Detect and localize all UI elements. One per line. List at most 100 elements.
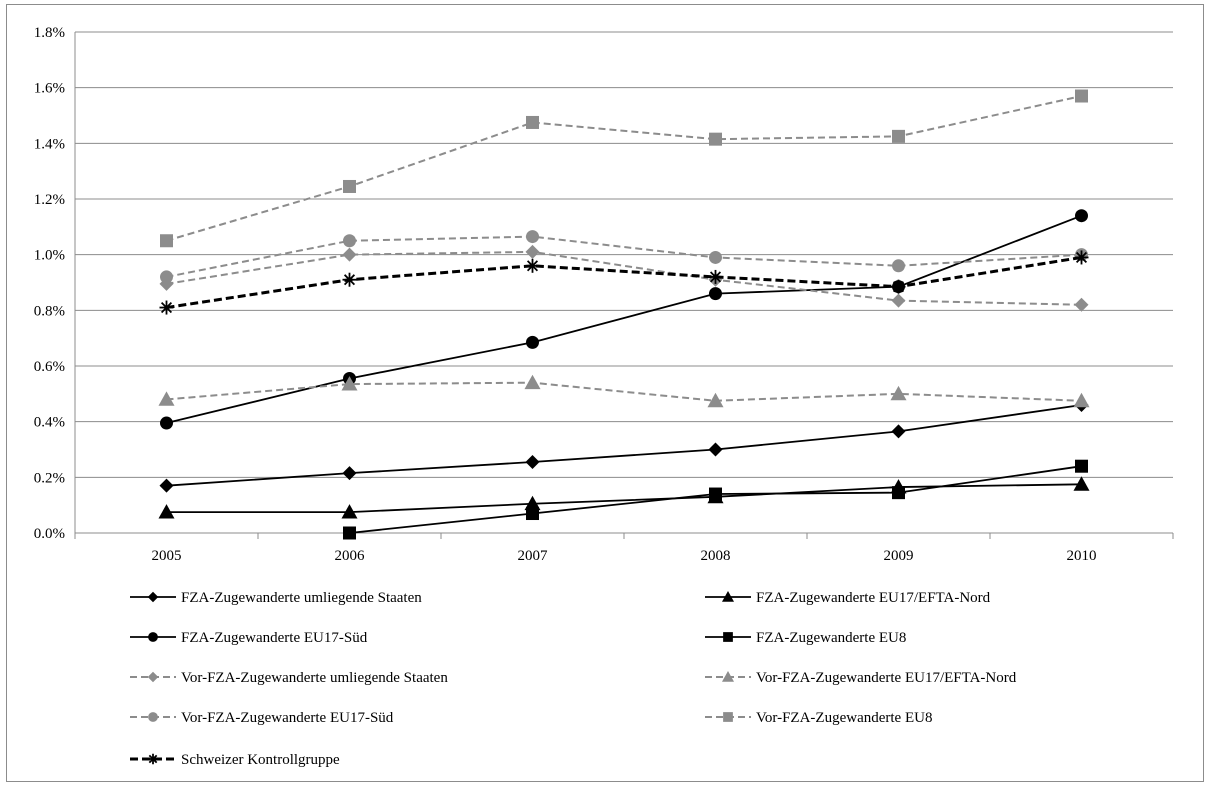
x-tick-labels: 2005 2006 2007 2008 2009 2010 bbox=[152, 548, 1097, 564]
data-point bbox=[892, 129, 905, 143]
series-7 bbox=[160, 230, 1088, 284]
series-8 bbox=[160, 89, 1088, 248]
data-point bbox=[160, 270, 173, 284]
legend-marker bbox=[147, 591, 159, 603]
series-line bbox=[166, 250, 1082, 306]
data-point bbox=[524, 495, 541, 511]
gridlines bbox=[75, 31, 1173, 478]
data-point bbox=[1073, 392, 1090, 408]
series-group bbox=[158, 89, 1090, 540]
data-point bbox=[159, 478, 174, 493]
data-point bbox=[892, 259, 905, 273]
y-tick-label: 1.6% bbox=[34, 81, 65, 97]
data-point bbox=[526, 335, 539, 349]
legend-marker bbox=[148, 632, 158, 642]
data-point bbox=[1074, 250, 1089, 265]
legend-label: Vor-FZA-Zugewanderte EU17/EFTA-Nord bbox=[756, 670, 1017, 686]
y-tick-label: 0.8% bbox=[34, 303, 65, 319]
legend-item: FZA-Zugewanderte EU8 bbox=[705, 630, 906, 646]
data-point bbox=[890, 385, 907, 401]
legend-label: Vor-FZA-Zugewanderte umliegende Staaten bbox=[181, 670, 448, 686]
data-point bbox=[342, 272, 357, 287]
y-tick-label: 1.0% bbox=[34, 248, 65, 264]
data-point bbox=[892, 486, 905, 500]
data-point bbox=[343, 234, 356, 248]
data-point bbox=[709, 287, 722, 301]
data-point bbox=[160, 234, 173, 248]
data-point bbox=[343, 526, 356, 540]
data-point bbox=[709, 487, 722, 501]
series-line bbox=[166, 483, 1082, 514]
chart-frame bbox=[6, 4, 1204, 782]
y-tick-label: 0.6% bbox=[34, 359, 65, 375]
x-tick-label: 2007 bbox=[518, 548, 549, 564]
data-point bbox=[891, 424, 906, 439]
legend-item: Vor-FZA-Zugewanderte EU8 bbox=[705, 710, 932, 726]
y-tick-label: 1.8% bbox=[34, 25, 65, 41]
data-point bbox=[341, 376, 358, 391]
data-point bbox=[1075, 459, 1088, 473]
series-line bbox=[166, 255, 1082, 310]
data-point bbox=[525, 244, 540, 259]
data-point bbox=[343, 179, 356, 193]
legend-item: Schweizer Kontrollgruppe bbox=[130, 752, 340, 768]
data-point bbox=[708, 269, 723, 284]
x-tick-label: 2005 bbox=[152, 548, 182, 564]
legend-marker bbox=[147, 671, 159, 683]
legend-item: FZA-Zugewanderte EU17/EFTA-Nord bbox=[705, 590, 991, 606]
data-point bbox=[526, 507, 539, 521]
x-tick-label: 2008 bbox=[701, 548, 731, 564]
x-tick-label: 2009 bbox=[884, 548, 914, 564]
series-1 bbox=[159, 397, 1089, 493]
legend-item: FZA-Zugewanderte EU17-Süd bbox=[130, 630, 368, 646]
legend-marker bbox=[147, 753, 159, 765]
y-tick-label: 0.4% bbox=[34, 415, 65, 431]
legend-item: Vor-FZA-Zugewanderte EU17-Süd bbox=[130, 710, 394, 726]
legend-marker bbox=[723, 712, 733, 722]
data-point bbox=[160, 416, 173, 430]
y-tick-labels: 0.0% 0.2% 0.4% 0.6% 0.8% 1.0% 1.2% 1.4% 1.6% 1.8% bbox=[34, 25, 65, 542]
data-point bbox=[525, 258, 540, 273]
data-point bbox=[1073, 476, 1090, 491]
series-4 bbox=[343, 459, 1088, 540]
data-point bbox=[526, 115, 539, 129]
data-point bbox=[341, 504, 358, 519]
series-line bbox=[166, 95, 1082, 242]
data-point bbox=[891, 293, 906, 308]
legend-marker bbox=[723, 632, 733, 642]
series-6 bbox=[158, 374, 1090, 408]
legend-marker bbox=[722, 671, 734, 682]
data-point bbox=[707, 392, 724, 408]
legend-marker bbox=[148, 712, 158, 722]
data-point bbox=[1075, 209, 1088, 223]
x-tick-label: 2010 bbox=[1067, 548, 1097, 564]
data-point bbox=[158, 391, 175, 406]
data-point bbox=[1075, 89, 1088, 103]
legend-item: FZA-Zugewanderte umliegende Staaten bbox=[130, 590, 422, 606]
legend-item: Vor-FZA-Zugewanderte umliegende Staaten bbox=[130, 670, 448, 686]
data-point bbox=[1074, 297, 1089, 312]
legend-label: Vor-FZA-Zugewanderte EU17-Süd bbox=[181, 710, 394, 726]
data-point bbox=[709, 250, 722, 264]
axes bbox=[74, 32, 1174, 539]
data-point bbox=[342, 247, 357, 262]
legend-label: Schweizer Kontrollgruppe bbox=[181, 752, 340, 768]
legend-item: Vor-FZA-Zugewanderte EU17/EFTA-Nord bbox=[705, 670, 1017, 686]
legend-label: FZA-Zugewanderte EU17-Süd bbox=[181, 630, 368, 646]
series-line bbox=[166, 214, 1082, 424]
y-tick-label: 0.0% bbox=[34, 526, 65, 542]
y-tick-label: 1.4% bbox=[34, 136, 65, 152]
data-point bbox=[709, 132, 722, 146]
y-tick-label: 1.2% bbox=[34, 192, 65, 208]
legend-label: FZA-Zugewanderte EU8 bbox=[756, 630, 906, 646]
legend-marker bbox=[722, 591, 734, 602]
data-point bbox=[708, 442, 723, 457]
data-point bbox=[526, 230, 539, 244]
series-line bbox=[166, 381, 1082, 402]
legend: FZA-Zugewanderte umliegende Staaten FZA-Z… bbox=[130, 590, 1017, 768]
data-point bbox=[891, 279, 906, 294]
data-point bbox=[524, 374, 541, 390]
data-point bbox=[342, 466, 357, 481]
data-point bbox=[525, 455, 540, 470]
